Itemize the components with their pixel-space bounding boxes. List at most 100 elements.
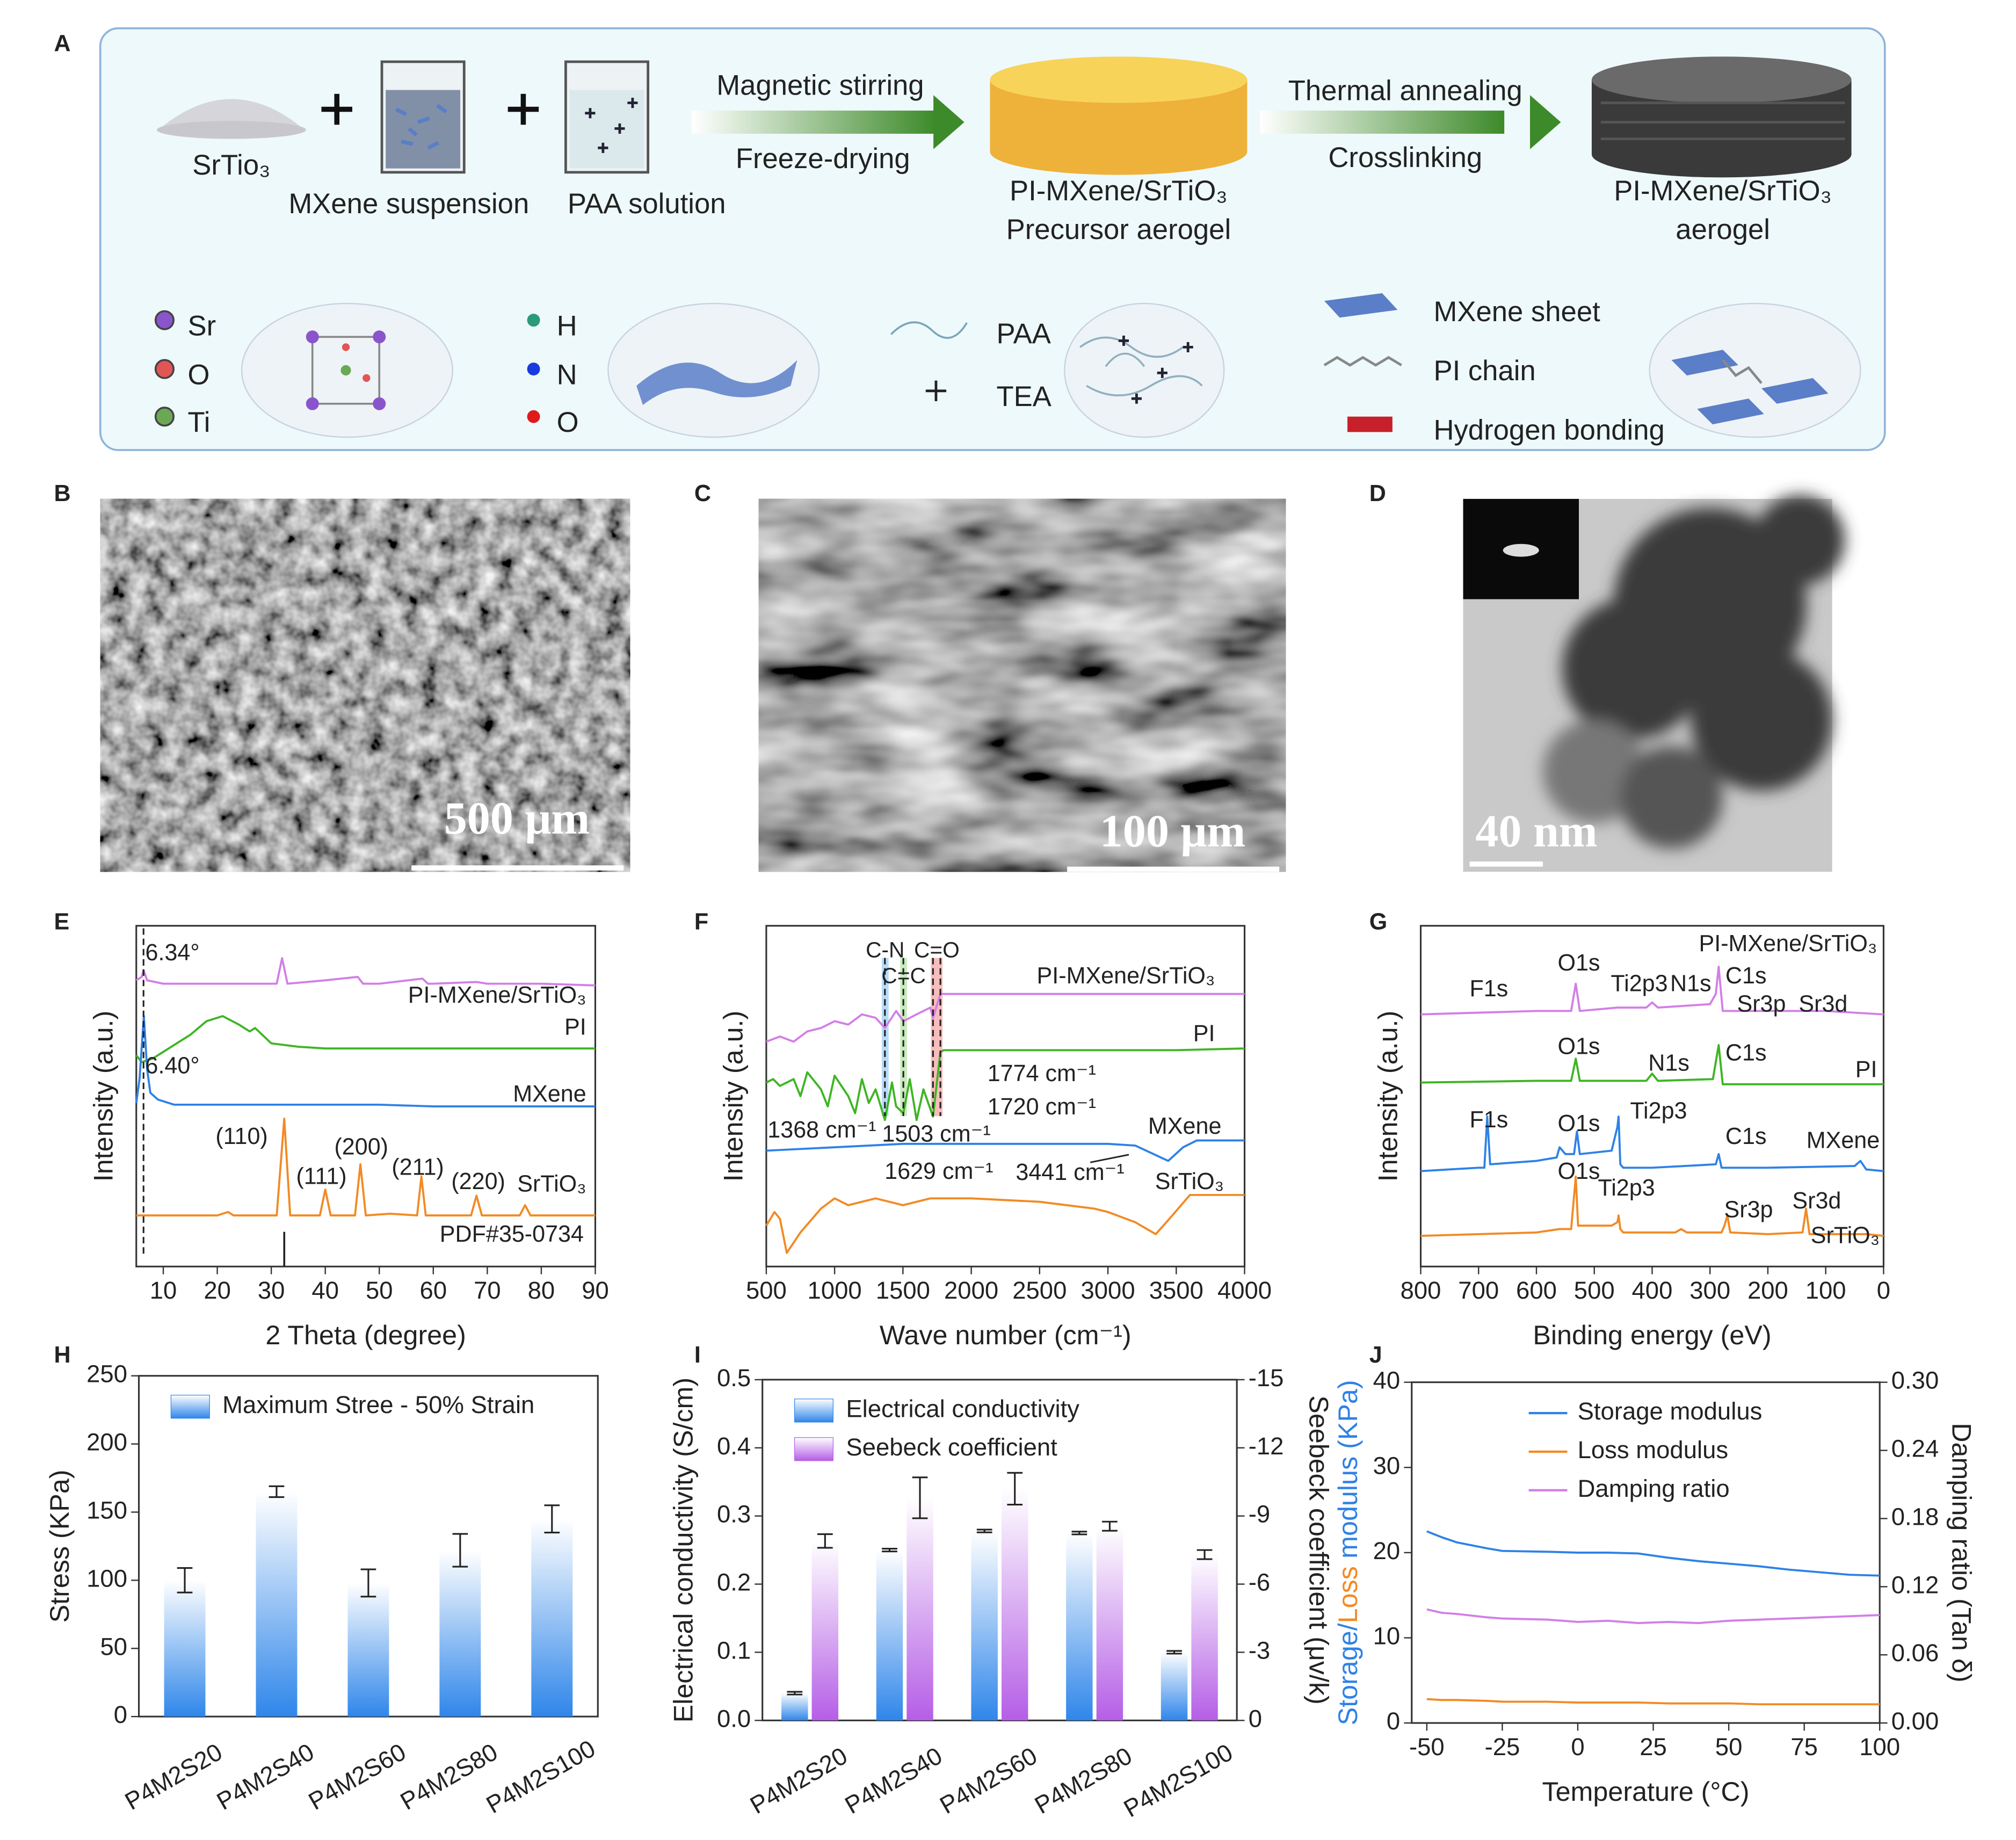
x-tick-label: 25 bbox=[1640, 1733, 1667, 1761]
legend-label: H bbox=[557, 310, 577, 342]
y-axis-label-part: modulus (KPa) bbox=[1332, 1380, 1363, 1558]
y-tick-label: 0.0 bbox=[717, 1705, 751, 1732]
x-tick-label: 70 bbox=[474, 1277, 501, 1304]
annotation: Ti2p3 bbox=[1630, 1098, 1687, 1124]
bar bbox=[164, 1580, 206, 1717]
bar bbox=[256, 1491, 298, 1717]
error-bar bbox=[882, 1548, 897, 1553]
panel-label: E bbox=[54, 909, 70, 935]
bar bbox=[1001, 1488, 1028, 1721]
chart: E 10 20 30 40 50 60 70 80 90 2 Theta (degree) Inten… bbox=[54, 909, 609, 1350]
error-bar bbox=[360, 1568, 376, 1598]
x-tick-label: 3500 bbox=[1149, 1277, 1203, 1304]
x-tick-label: 50 bbox=[366, 1277, 393, 1304]
x-tick-label: P4M2S20 bbox=[745, 1742, 852, 1819]
legend-label: O bbox=[188, 359, 210, 390]
series-label: SrTiO₃ bbox=[1155, 1169, 1224, 1194]
y-tick-label: 0 bbox=[1387, 1707, 1400, 1735]
annotation: (111) bbox=[296, 1163, 346, 1189]
scale-bar-label: 500 μm bbox=[444, 792, 590, 844]
x-tick-label: 4000 bbox=[1217, 1277, 1272, 1304]
legend-swatch bbox=[794, 1437, 833, 1461]
y2-axis-label: Damping ratio (Tan δ) bbox=[1946, 1423, 1977, 1682]
label: SrTio₃ bbox=[192, 149, 270, 181]
x-tick-label: 100 bbox=[1859, 1733, 1900, 1761]
legend-label: Electrical conductivity bbox=[846, 1395, 1079, 1422]
annotation: 1503 cm⁻¹ bbox=[882, 1121, 990, 1147]
band bbox=[900, 958, 907, 1117]
x-tick-label: -50 bbox=[1409, 1733, 1445, 1761]
x-tick-label: 0 bbox=[1571, 1733, 1584, 1761]
annotation: 1629 cm⁻¹ bbox=[884, 1158, 993, 1184]
y-axis-label: Electrical conductivity (S/cm) bbox=[668, 1378, 698, 1722]
chart: J -50 -25 0 25 50 75 100 0 10 20 30 40 0.00 0.06 0.12 0.… bbox=[1332, 1342, 1977, 1807]
label: Freeze-drying bbox=[736, 143, 910, 175]
legend-label: Hydrogen bonding bbox=[1433, 414, 1664, 446]
annotation: 1368 cm⁻¹ bbox=[767, 1117, 876, 1143]
panel-label: F bbox=[694, 909, 708, 935]
annotation: Ti2p3 bbox=[1611, 970, 1667, 996]
y-axis-label: Stress (KPa) bbox=[44, 1469, 75, 1622]
x-tick-label: 2500 bbox=[1012, 1277, 1067, 1304]
bar bbox=[439, 1550, 481, 1717]
y-tick-label: 250 bbox=[86, 1360, 127, 1388]
x-tick-label: 300 bbox=[1689, 1277, 1730, 1304]
panel-label: B bbox=[54, 481, 71, 506]
x-axis-label: Wave number (cm⁻¹) bbox=[880, 1320, 1132, 1350]
annotation: O1s bbox=[1557, 1158, 1600, 1184]
sem-image bbox=[758, 498, 1286, 872]
bar bbox=[1191, 1554, 1218, 1721]
error-bar bbox=[269, 1485, 285, 1498]
bar bbox=[876, 1550, 903, 1721]
y-tick-label: 0.3 bbox=[717, 1501, 751, 1528]
legend-label: Sr bbox=[188, 310, 216, 342]
series-label: PI-MXene/SrTiO₃ bbox=[408, 982, 586, 1008]
annotation: Ti2p3 bbox=[1598, 1175, 1655, 1201]
x-tick-label: 600 bbox=[1516, 1277, 1557, 1304]
series-label: PI bbox=[1855, 1057, 1877, 1083]
band bbox=[881, 958, 889, 1117]
label: Crosslinking bbox=[1328, 142, 1482, 173]
series-label: MXene bbox=[1807, 1127, 1880, 1153]
y-tick-label: 0.1 bbox=[717, 1636, 751, 1664]
legend-label: O bbox=[557, 407, 579, 438]
scale-bar-label: 100 μm bbox=[1100, 805, 1245, 857]
y-axis-label: Storage/Loss modulus (KPa) bbox=[1332, 1380, 1363, 1725]
series-line bbox=[1420, 1115, 1884, 1172]
legend-label: PAA bbox=[996, 318, 1051, 350]
x-tick-label: 500 bbox=[746, 1277, 787, 1304]
band-label: C=O bbox=[914, 937, 960, 962]
legend-label: MXene sheet bbox=[1433, 296, 1600, 328]
series-line bbox=[135, 1015, 596, 1063]
x-tick-label: 3000 bbox=[1080, 1277, 1135, 1304]
y-axis-label: Intensity (a.u.) bbox=[1372, 1011, 1403, 1182]
x-tick-label: 200 bbox=[1747, 1277, 1788, 1304]
series-label: PI bbox=[564, 1015, 586, 1040]
series-line bbox=[135, 1015, 596, 1107]
bar bbox=[1161, 1652, 1188, 1721]
annotation: C1s bbox=[1725, 1040, 1767, 1066]
chart: I 0.0 0.1 0.2 0.3 0.4 0.5 0 -3 -6 -9 -12 -15 Electric… bbox=[668, 1342, 1334, 1822]
legend-label: TEA bbox=[996, 381, 1051, 412]
label: PI-MXene/SrTiO₃ bbox=[1010, 175, 1228, 207]
x-tick-label: 700 bbox=[1458, 1277, 1499, 1304]
x-axis-label: Temperature (°C) bbox=[1542, 1776, 1749, 1807]
reference-label: PDF#35-0734 bbox=[440, 1221, 584, 1247]
series-line bbox=[766, 1047, 1245, 1121]
error-bar bbox=[1102, 1520, 1118, 1532]
series-label: MXene bbox=[513, 1081, 586, 1107]
annotation: 6.34° bbox=[146, 940, 200, 966]
error-bar bbox=[544, 1504, 560, 1534]
series-line bbox=[766, 1139, 1245, 1162]
annotation: 1720 cm⁻¹ bbox=[988, 1094, 1096, 1120]
y-axis-label-part: Storage/ bbox=[1332, 1623, 1363, 1725]
annotation: Sr3p bbox=[1737, 991, 1786, 1017]
error-bar bbox=[817, 1533, 833, 1549]
y-tick-label: 0 bbox=[114, 1701, 127, 1728]
y2-tick-label: 0.30 bbox=[1891, 1367, 1939, 1394]
legend-icon bbox=[527, 314, 540, 327]
legend-icon bbox=[925, 380, 947, 401]
error-bar bbox=[1166, 1650, 1182, 1655]
legend-icon bbox=[890, 321, 968, 339]
panel-label: D bbox=[1369, 481, 1386, 506]
